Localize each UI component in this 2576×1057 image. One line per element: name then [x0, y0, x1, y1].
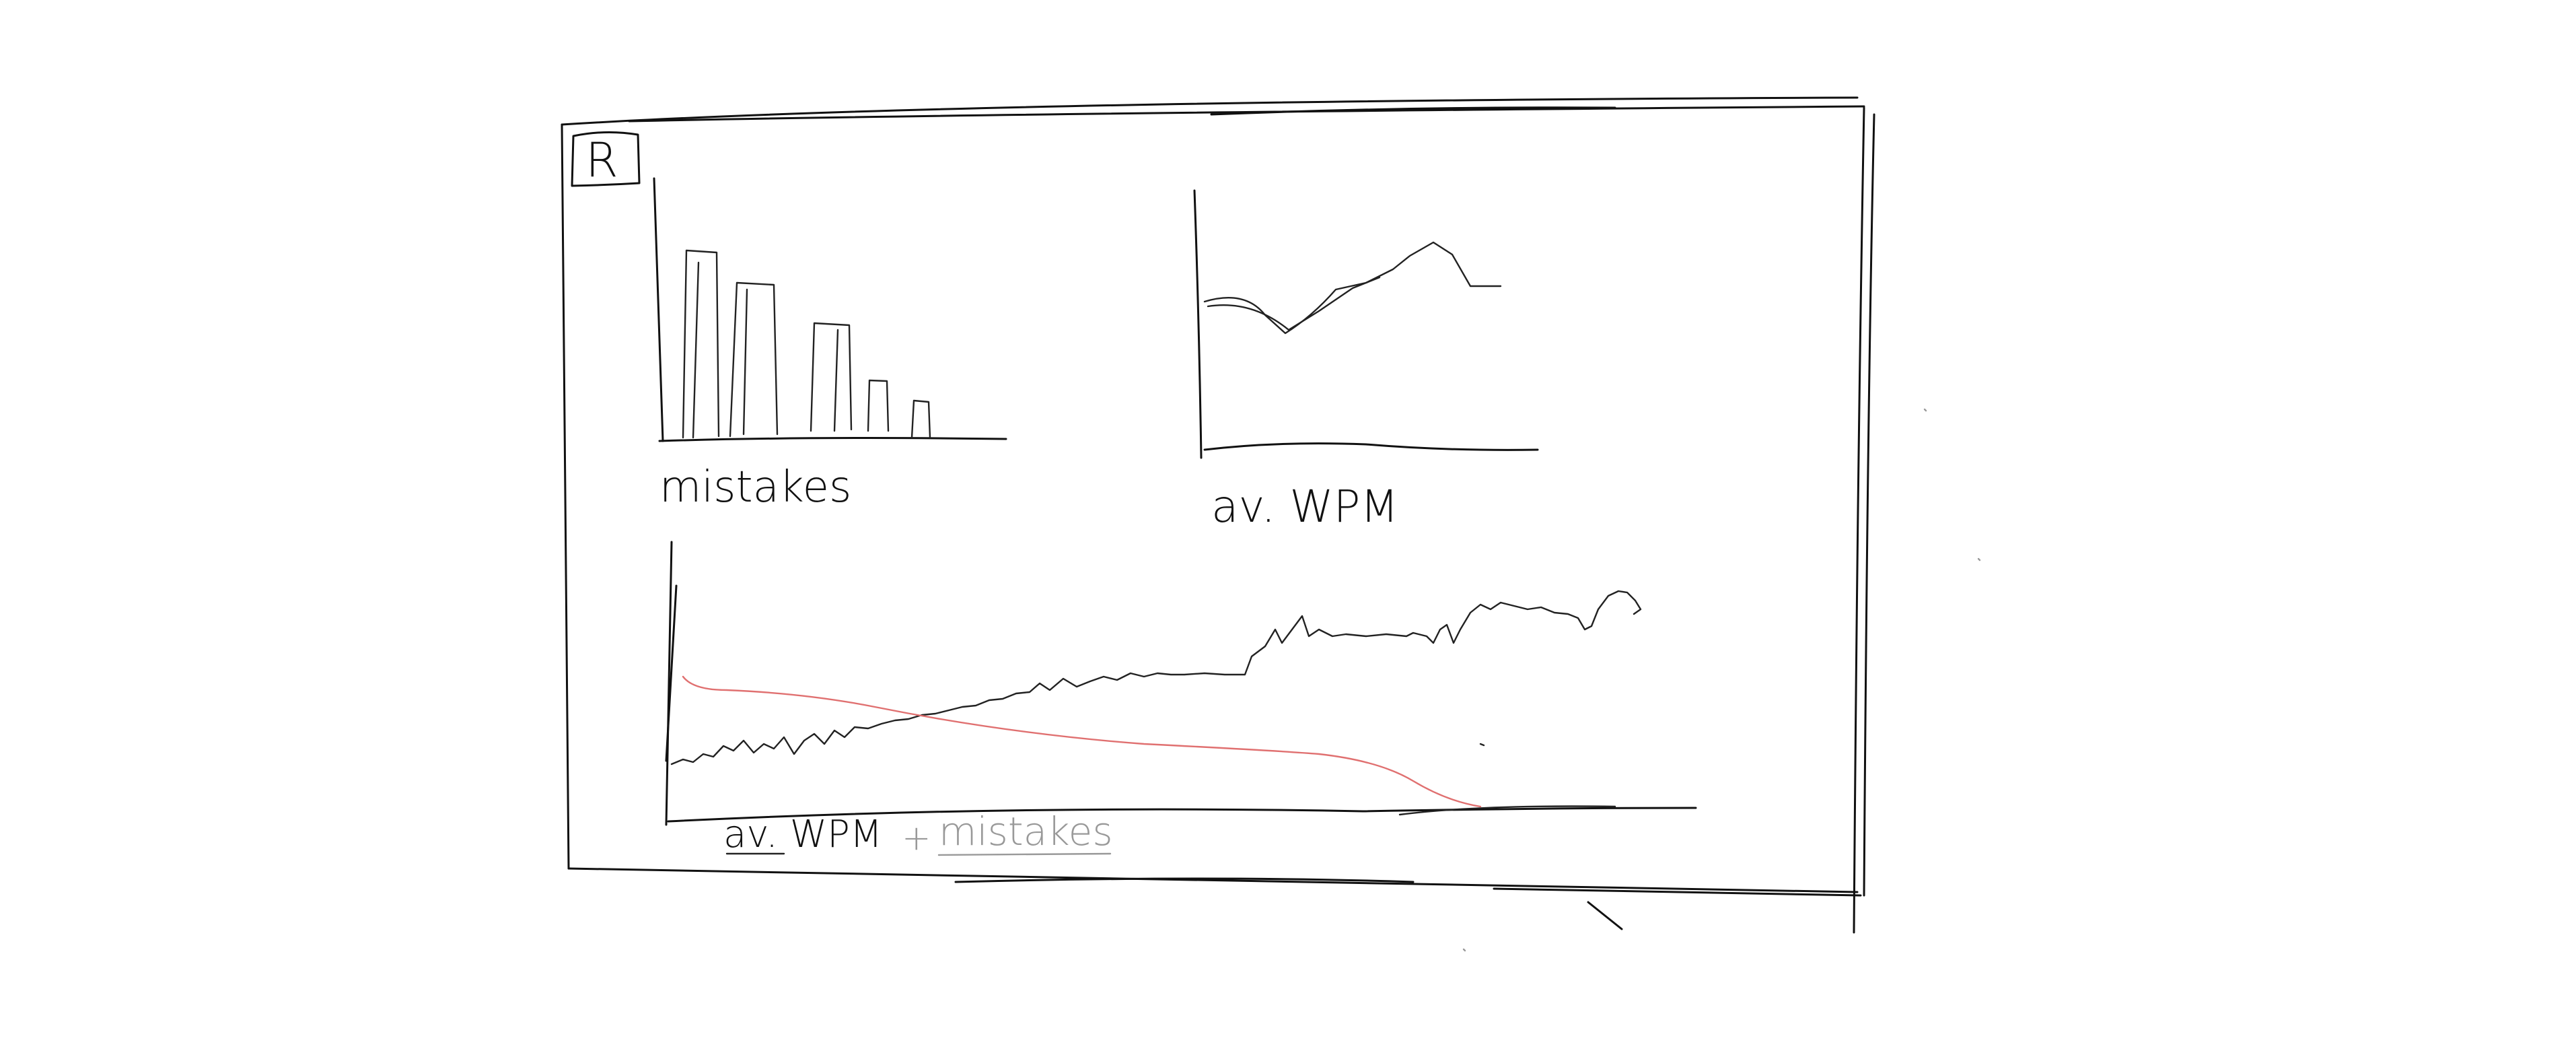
bar [810, 322, 853, 432]
mistakes-x-axis [658, 437, 1007, 442]
logo[interactable]: R [571, 131, 641, 188]
mistakes-chart [653, 177, 1007, 442]
avg-wpm-x-axis [1203, 442, 1539, 451]
avg-wpm-y-axis [1193, 189, 1203, 459]
combined-label-secondary: mistakes [939, 809, 1113, 854]
combined-wpm-line [670, 590, 1642, 765]
combined-secondary-underline [937, 852, 1112, 856]
avg-wpm-label: av. WPM [1211, 481, 1398, 533]
mistakes-y-axis [653, 177, 664, 442]
combined-label-plus: + [902, 818, 931, 858]
stray-mark [1462, 948, 1466, 952]
dashboard-frame [561, 96, 1875, 934]
mistakes-label: mistakes [659, 463, 851, 512]
bar [910, 399, 931, 439]
combined-chart [665, 541, 1697, 826]
bar [682, 249, 720, 439]
combined-x-axis [667, 807, 1697, 823]
stray-mark [1923, 408, 1927, 412]
stray-mark [1977, 557, 1981, 561]
avg-wpm-chart [1193, 189, 1539, 459]
bar [867, 379, 890, 432]
bar [729, 281, 779, 438]
logo-letter: R [585, 133, 618, 188]
combined-label-main: av. WPM [723, 813, 882, 856]
combined-y-axis [665, 541, 673, 826]
combined-mistakes-line [682, 675, 1482, 808]
stray-mark [1479, 743, 1485, 747]
